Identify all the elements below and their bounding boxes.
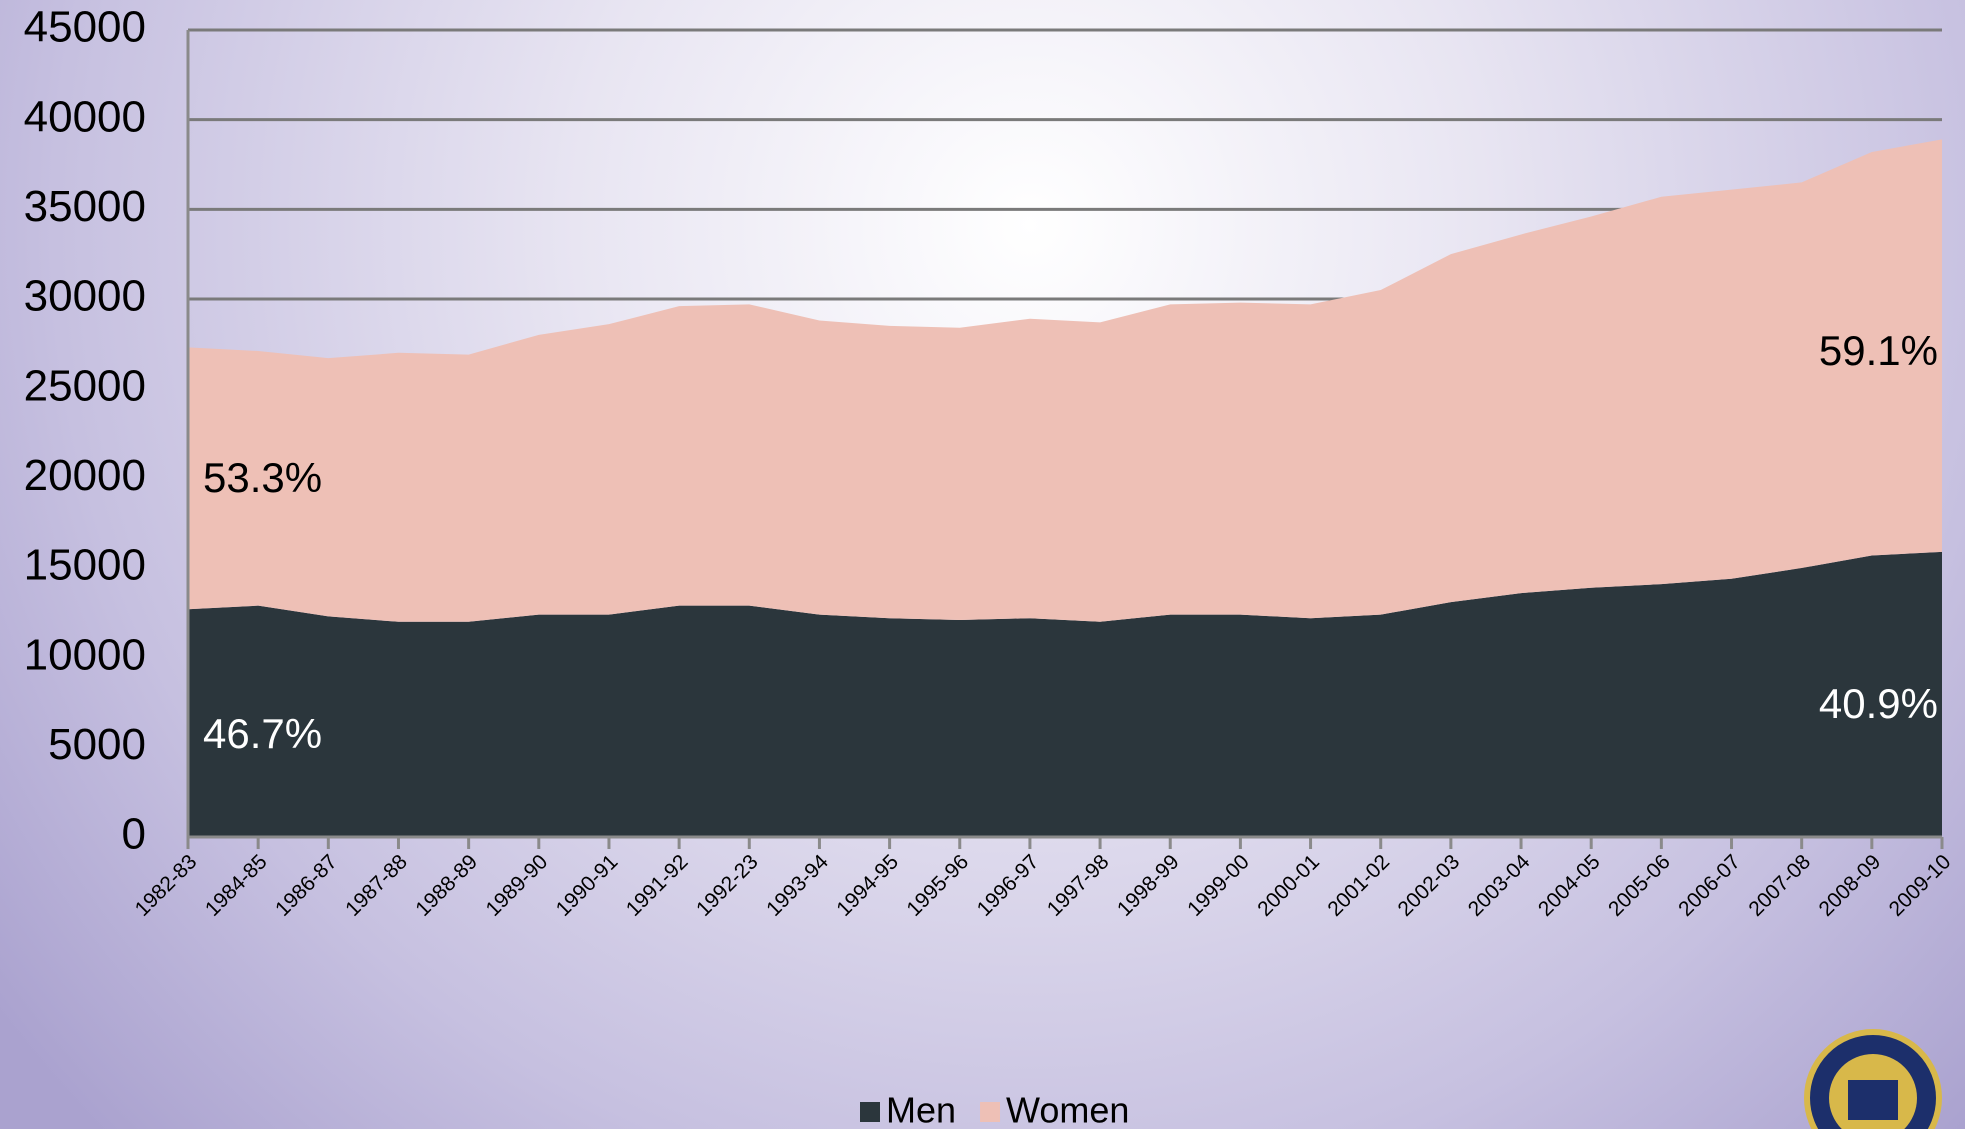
legend-swatch — [980, 1102, 1001, 1122]
area-label: 46.7% — [203, 710, 322, 757]
y-tick-label: 25000 — [24, 361, 146, 410]
y-tick-label: 15000 — [24, 541, 146, 590]
y-tick-label: 30000 — [24, 272, 146, 321]
area-label: 59.1% — [1819, 327, 1938, 374]
y-tick-label: 20000 — [24, 451, 146, 500]
legend-label: Men — [886, 1090, 956, 1129]
y-tick-label: 45000 — [24, 3, 146, 52]
area-label: 53.3% — [203, 454, 322, 501]
area-label: 40.9% — [1819, 680, 1938, 727]
logo — [1804, 1029, 1942, 1129]
area-men — [188, 551, 1942, 837]
legend-label: Women — [1006, 1090, 1129, 1129]
y-tick-label: 40000 — [24, 92, 146, 141]
y-tick-label: 5000 — [48, 720, 146, 769]
area-women — [188, 139, 1942, 622]
legend-swatch — [860, 1102, 880, 1122]
y-tick-label: 35000 — [24, 182, 146, 231]
y-tick-label: 0 — [122, 810, 146, 859]
y-tick-label: 10000 — [24, 630, 146, 679]
